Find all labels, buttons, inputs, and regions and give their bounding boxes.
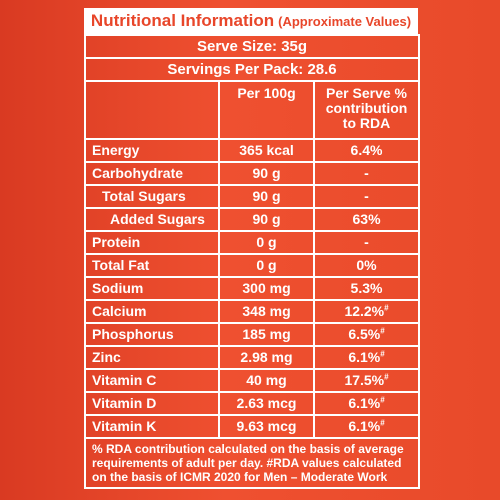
rda-number: 6.5% bbox=[348, 326, 381, 342]
nutrient-name: Vitamin C bbox=[84, 368, 220, 393]
serve-size: Serve Size: 35g bbox=[83, 34, 421, 59]
footnote: % RDA contribution calculated on the bas… bbox=[83, 437, 421, 489]
rda-value: 6.1%# bbox=[312, 414, 421, 439]
rda-value: - bbox=[312, 184, 421, 209]
table-row: Phosphorus 185 mg 6.5%# bbox=[84, 322, 421, 347]
per-100g-value: 2.98 mg bbox=[218, 345, 315, 370]
rda-number: 63% bbox=[352, 211, 381, 227]
rda-value: 6.1%# bbox=[312, 345, 421, 370]
rda-number: 6.1% bbox=[348, 395, 381, 411]
per-100g-value: 40 mg bbox=[218, 368, 315, 393]
nutrient-name: Added Sugars bbox=[84, 207, 220, 232]
rda-footnote-mark: # bbox=[380, 326, 385, 336]
rda-header-line1: Per Serve % bbox=[326, 85, 407, 101]
nutrient-name: Vitamin D bbox=[84, 391, 220, 416]
per-100g-value: 0 g bbox=[218, 253, 315, 278]
per-100g-value: 90 g bbox=[218, 184, 315, 209]
rda-number: 5.3% bbox=[350, 280, 383, 296]
footnote-row: % RDA contribution calculated on the bas… bbox=[83, 437, 421, 489]
table-row: Total Fat 0 g 0% bbox=[84, 253, 421, 278]
per-100g-value: 90 g bbox=[218, 207, 315, 232]
per-100g-value: 185 mg bbox=[218, 322, 315, 347]
nutrient-name: Total Fat bbox=[84, 253, 220, 278]
rda-value: 6.5%# bbox=[312, 322, 421, 347]
rda-footnote-mark: # bbox=[380, 349, 385, 359]
per-100g-value: 0 g bbox=[218, 230, 315, 255]
rda-number: 12.2% bbox=[344, 303, 385, 319]
rda-footnote-mark: # bbox=[384, 372, 389, 382]
servings-row: Servings Per Pack: 28.6 bbox=[83, 57, 421, 82]
table-row: Total Sugars 90 g - bbox=[84, 184, 421, 209]
rda-number: - bbox=[364, 234, 369, 250]
rda-value: 6.4% bbox=[312, 138, 421, 163]
per-100g-value: 2.63 mcg bbox=[218, 391, 315, 416]
rda-number: 6.1% bbox=[348, 418, 381, 434]
rda-value: 17.5%# bbox=[312, 368, 421, 393]
rda-number: 6.1% bbox=[348, 349, 381, 365]
rda-number: 17.5% bbox=[344, 372, 385, 388]
rda-header-line3: to RDA bbox=[342, 115, 391, 131]
rda-footnote-mark: # bbox=[380, 395, 385, 405]
rda-footnote-mark: # bbox=[384, 303, 389, 313]
table-row: Protein 0 g - bbox=[84, 230, 421, 255]
per-100g-value: 90 g bbox=[218, 161, 315, 186]
nutrient-name: Sodium bbox=[84, 276, 220, 301]
serve-size-row: Serve Size: 35g bbox=[83, 34, 421, 59]
nutrient-name: Energy bbox=[84, 138, 220, 163]
table-row: Carbohydrate 90 g - bbox=[84, 161, 421, 186]
table-row: Calcium 348 mg 12.2%# bbox=[84, 299, 421, 324]
rda-number: - bbox=[364, 188, 369, 204]
table-title: Nutritional Information bbox=[90, 11, 275, 30]
servings-per-pack: Servings Per Pack: 28.6 bbox=[83, 57, 421, 82]
table-row: Energy 365 kcal 6.4% bbox=[84, 138, 421, 163]
table-subtitle: (Approximate Values) bbox=[278, 13, 412, 29]
rda-footnote-mark: # bbox=[380, 418, 385, 428]
per-100g-value: 300 mg bbox=[218, 276, 315, 301]
nutrient-name: Calcium bbox=[84, 299, 220, 324]
rda-number: 6.4% bbox=[350, 142, 383, 158]
rda-value: 12.2%# bbox=[312, 299, 421, 324]
per-100g-value: 365 kcal bbox=[218, 138, 315, 163]
per-100g-label: Per 100g bbox=[237, 85, 296, 101]
nutrient-name: Total Sugars bbox=[84, 184, 220, 209]
rda-header: Per Serve % contribution to RDA bbox=[312, 80, 421, 140]
rda-number: 0% bbox=[356, 257, 377, 273]
rda-value: 63% bbox=[312, 207, 421, 232]
rda-number: - bbox=[364, 165, 369, 181]
rda-header-line2: contribution bbox=[325, 100, 408, 116]
nutrient-header-cell bbox=[84, 80, 220, 140]
rda-value: 6.1%# bbox=[312, 391, 421, 416]
per-100g-value: 9.63 mcg bbox=[218, 414, 315, 439]
table-row: Zinc 2.98 mg 6.1%# bbox=[84, 345, 421, 370]
per-100g-header: Per 100g bbox=[218, 80, 315, 140]
nutrient-name: Carbohydrate bbox=[84, 161, 220, 186]
nutrient-name: Vitamin K bbox=[84, 414, 220, 439]
column-header-row: Per 100g Per Serve % contribution to RDA bbox=[84, 80, 421, 140]
table-row: Vitamin C 40 mg 17.5%# bbox=[84, 368, 421, 393]
table-row: Vitamin K 9.63 mcg 6.1%# bbox=[84, 414, 421, 439]
table-row: Sodium 300 mg 5.3% bbox=[84, 276, 421, 301]
nutrition-table: Serve Size: 35g Servings Per Pack: 28.6 … bbox=[83, 34, 421, 489]
table-row: Vitamin D 2.63 mcg 6.1%# bbox=[84, 391, 421, 416]
rda-value: - bbox=[312, 161, 421, 186]
rda-value: - bbox=[312, 230, 421, 255]
nutrient-name: Phosphorus bbox=[84, 322, 220, 347]
table-row: Added Sugars 90 g 63% bbox=[84, 207, 421, 232]
rda-value: 0% bbox=[312, 253, 421, 278]
nutrient-name: Protein bbox=[84, 230, 220, 255]
nutrient-name: Zinc bbox=[84, 345, 220, 370]
per-100g-value: 348 mg bbox=[218, 299, 315, 324]
table-title-bar: Nutritional Information (Approximate Val… bbox=[84, 8, 418, 34]
rda-value: 5.3% bbox=[312, 276, 421, 301]
